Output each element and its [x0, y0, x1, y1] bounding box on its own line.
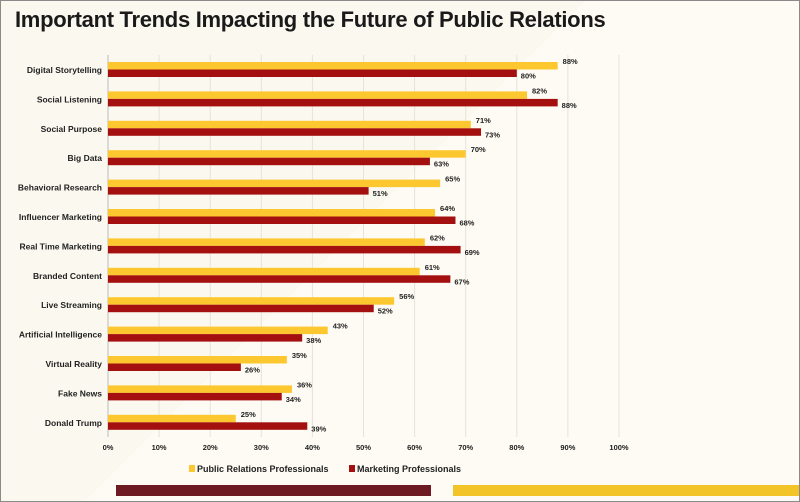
data-label: 26%	[245, 366, 260, 375]
bar-pr	[108, 209, 436, 217]
bar-pr	[108, 414, 236, 423]
bar-marketing	[108, 392, 282, 401]
category-label: Social Purpose	[41, 124, 103, 134]
data-label: 61%	[425, 263, 440, 272]
legend-swatch	[189, 465, 195, 472]
bar-pr	[108, 297, 395, 305]
bar-marketing	[108, 216, 456, 224]
bar-pr	[108, 326, 328, 335]
bar-marketing	[108, 98, 558, 107]
category-label: Artificial Intelligence	[19, 330, 102, 340]
category-label: Fake News	[58, 388, 102, 398]
data-label: 71%	[476, 116, 491, 125]
x-tick-label: 0%	[103, 443, 114, 452]
bar-pr	[108, 356, 287, 364]
x-tick-label: 70%	[458, 443, 473, 452]
x-tick-label: 80%	[509, 443, 524, 452]
category-label: Big Data	[68, 153, 103, 163]
category-label: Influencer Marketing	[19, 212, 102, 222]
category-label: Virtual Reality	[45, 359, 102, 369]
bar-marketing	[108, 69, 517, 77]
data-label: 69%	[465, 248, 480, 257]
data-label: 80%	[521, 72, 536, 81]
x-tick-label: 100%	[609, 443, 629, 452]
bar-pr	[108, 62, 558, 70]
bar-marketing	[108, 245, 461, 254]
data-label: 34%	[286, 395, 301, 404]
chart-title: Important Trends Impacting the Future of…	[15, 7, 606, 32]
bar-pr	[108, 238, 425, 246]
category-label: Donald Trump	[45, 418, 102, 428]
bar-marketing	[108, 334, 303, 342]
data-label: 25%	[241, 410, 256, 419]
decorative-strip-maroon	[116, 485, 431, 496]
category-label: Real Time Marketing	[19, 241, 102, 251]
bar-marketing	[108, 128, 482, 136]
bar-marketing	[108, 422, 308, 430]
bar-marketing	[108, 304, 374, 313]
category-label: Digital Storytelling	[27, 65, 102, 75]
x-tick-label: 10%	[152, 443, 167, 452]
bar-pr	[108, 385, 292, 393]
bar-pr	[108, 150, 466, 158]
data-label: 39%	[311, 424, 326, 433]
bar-pr	[108, 91, 528, 99]
bar-marketing	[108, 157, 430, 166]
data-label: 35%	[292, 351, 307, 360]
bar-marketing	[108, 187, 369, 195]
x-tick-label: 30%	[254, 443, 269, 452]
category-label: Social Listening	[37, 94, 102, 104]
data-label: 64%	[440, 204, 455, 213]
decorative-strip-gold	[453, 485, 799, 496]
data-label: 36%	[297, 380, 312, 389]
x-tick-label: 90%	[560, 443, 575, 452]
data-label: 51%	[373, 189, 388, 198]
data-label: 63%	[434, 160, 449, 169]
bar-pr	[108, 179, 441, 188]
x-tick-label: 40%	[305, 443, 320, 452]
legend-label: Public Relations Professionals	[197, 464, 329, 474]
x-tick-label: 20%	[203, 443, 218, 452]
category-label: Behavioral Research	[18, 183, 102, 193]
x-tick-label: 60%	[407, 443, 422, 452]
category-label: Branded Content	[33, 271, 102, 281]
data-label: 56%	[399, 292, 414, 301]
data-label: 88%	[562, 101, 577, 110]
bar-pr	[108, 120, 471, 129]
category-label: Live Streaming	[41, 300, 102, 310]
data-label: 68%	[459, 219, 474, 228]
bar-pr	[108, 267, 420, 276]
x-tick-label: 50%	[356, 443, 371, 452]
data-label: 70%	[471, 145, 486, 154]
data-label: 62%	[430, 233, 445, 242]
data-label: 73%	[485, 130, 500, 139]
legend-swatch	[349, 465, 355, 472]
data-label: 82%	[532, 86, 547, 95]
data-label: 43%	[333, 322, 348, 331]
bar-marketing	[108, 275, 451, 283]
bar-marketing	[108, 363, 241, 371]
legend-label: Marketing Professionals	[357, 464, 461, 474]
data-label: 38%	[306, 336, 321, 345]
data-label: 52%	[378, 307, 393, 316]
data-label: 67%	[454, 277, 469, 286]
data-label: 88%	[563, 57, 578, 66]
data-label: 65%	[445, 175, 460, 184]
